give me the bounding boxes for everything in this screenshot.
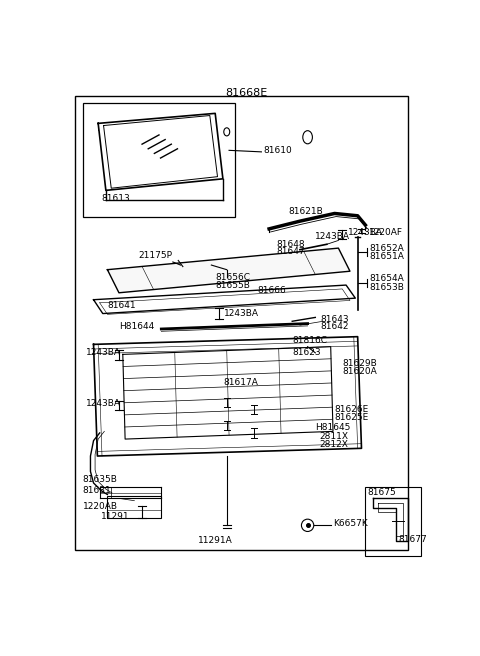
Bar [108,496,161,518]
Text: 81613: 81613 [101,194,130,203]
Text: 81610: 81610 [264,146,292,155]
Text: 81677: 81677 [398,535,427,544]
Text: 81651A: 81651A [369,252,404,261]
Text: 81647: 81647 [277,247,305,256]
Text: 81635B: 81635B [83,475,118,483]
Text: 1243BA: 1243BA [315,232,350,241]
Text: 81675: 81675 [368,487,396,497]
Text: 81666: 81666 [258,286,286,295]
Text: 1243BA: 1243BA [348,228,383,237]
Text: 81641: 81641 [108,301,136,310]
Text: 1220AB: 1220AB [83,502,118,510]
Text: 81621B: 81621B [288,207,323,216]
Text: K6657K: K6657K [333,518,368,527]
Text: 81655B: 81655B [215,281,250,289]
Text: 81617A: 81617A [223,379,258,388]
Text: 81631: 81631 [83,486,111,495]
Bar [83,104,235,217]
Text: 1243BA: 1243BA [86,348,121,357]
Text: 81648: 81648 [277,240,305,249]
Text: 1220AF: 1220AF [369,228,403,237]
Text: 81668E: 81668E [225,88,267,98]
Text: H81645: H81645 [315,423,351,432]
Text: 81643: 81643 [321,316,349,324]
Text: 81626E: 81626E [335,405,369,415]
Text: 81654A: 81654A [369,274,404,283]
Text: 81629B: 81629B [342,359,377,368]
Text: 2812X: 2812X [319,440,348,449]
Text: 81642: 81642 [321,322,349,331]
Text: 11291: 11291 [101,512,130,521]
Text: 11291A: 11291A [198,536,233,545]
Text: 81625E: 81625E [335,413,369,422]
Text: 2811X: 2811X [319,432,348,441]
Text: 81816C: 81816C [292,336,327,345]
Text: 81620A: 81620A [342,367,377,376]
Bar [365,487,421,556]
Polygon shape [108,248,350,293]
Text: 81656C: 81656C [215,273,250,282]
Text: 81652A: 81652A [369,243,404,253]
Text: 1243BA: 1243BA [225,309,259,318]
Text: 81653B: 81653B [369,283,404,292]
Text: 81623: 81623 [292,348,321,357]
Text: 1243BA: 1243BA [86,399,121,408]
Text: H81644: H81644 [119,322,154,331]
Text: 21175P: 21175P [138,251,172,260]
Bar [75,96,408,550]
